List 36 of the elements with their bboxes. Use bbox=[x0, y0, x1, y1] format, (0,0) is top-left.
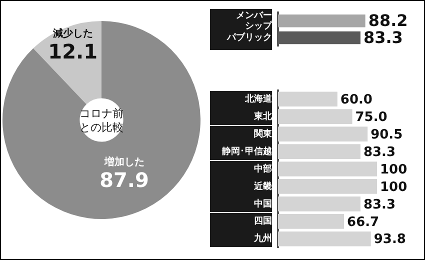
data-label: 88.2 bbox=[368, 11, 408, 30]
slice-label: 減少した bbox=[52, 27, 93, 40]
data-label: 60.0 bbox=[340, 92, 372, 108]
data-label: 75.0 bbox=[355, 110, 388, 125]
y-tick-label: 四国 bbox=[254, 216, 272, 227]
y-tick-label: 関東 bbox=[254, 128, 273, 140]
y-tick-label: 東北 bbox=[253, 110, 273, 122]
y-tick-label: 北海道 bbox=[244, 93, 273, 104]
data-label: 12.1 bbox=[48, 39, 98, 64]
slice-label: 増加した bbox=[103, 156, 144, 168]
bar bbox=[278, 214, 344, 229]
bar bbox=[278, 126, 368, 142]
y-tick-label: メンバーシップ bbox=[236, 10, 273, 32]
y-tick-label: 静岡･甲信越 bbox=[221, 146, 272, 157]
bar bbox=[278, 144, 360, 159]
bar bbox=[278, 109, 352, 124]
y-tick-label: 中部 bbox=[254, 163, 272, 174]
bar bbox=[278, 196, 360, 212]
text: コロナ前との比較 bbox=[80, 107, 124, 134]
bar bbox=[278, 162, 377, 176]
data-label: 100 bbox=[380, 180, 408, 195]
data-label: 83.3 bbox=[363, 28, 403, 47]
data-label: 83.3 bbox=[363, 144, 396, 160]
y-tick-label: 九州 bbox=[253, 233, 272, 244]
data-label: 83.3 bbox=[363, 197, 396, 212]
y-tick-label: 近畿 bbox=[253, 180, 272, 192]
data-label: 93.8 bbox=[374, 232, 406, 248]
data-label: 87.9 bbox=[100, 168, 149, 192]
bar bbox=[278, 231, 371, 246]
y-tick-label: 中国 bbox=[254, 198, 272, 210]
data-label: 90.5 bbox=[370, 127, 403, 142]
data-label: 66.7 bbox=[347, 214, 380, 230]
bar bbox=[278, 179, 377, 194]
data-label: 100 bbox=[380, 162, 408, 178]
bar bbox=[278, 92, 338, 107]
y-tick-label: パブリック bbox=[226, 32, 272, 44]
